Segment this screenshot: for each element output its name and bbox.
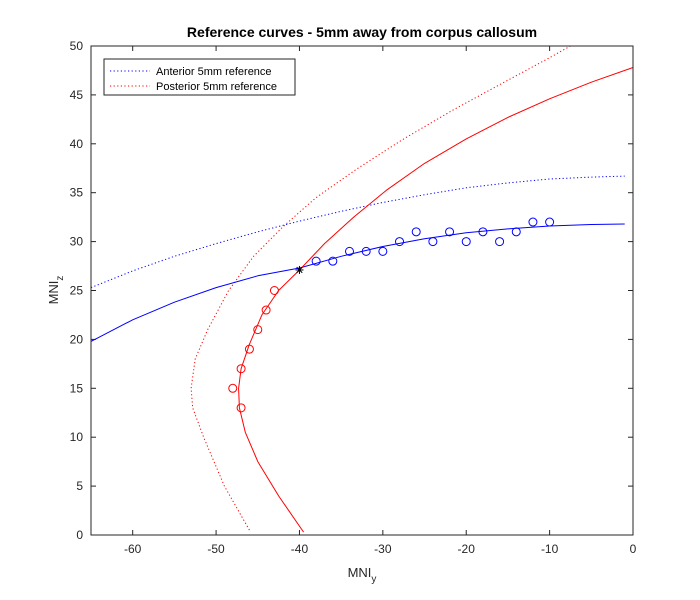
x-tick-label: -50 <box>207 542 225 556</box>
data-point <box>269 286 279 295</box>
x-tick-label: -20 <box>458 542 476 556</box>
y-tick-label: 40 <box>70 137 84 151</box>
plot-lines <box>90 45 634 533</box>
data-point <box>461 237 471 247</box>
series-1-line <box>190 45 571 531</box>
y-tick-label: 0 <box>76 528 83 542</box>
y-tick-label: 25 <box>70 284 84 298</box>
x-tick-label: -30 <box>374 542 392 556</box>
y-axis-label: MNIz <box>46 276 66 305</box>
x-axis-ticks: -60 -50 -40 -30 -20 -10 0 <box>124 46 637 556</box>
x-tick-label: 0 <box>630 542 637 556</box>
data-point <box>236 403 246 413</box>
y-tick-label: 50 <box>70 39 84 53</box>
y-tick-label: 10 <box>70 430 84 444</box>
data-point <box>328 256 338 266</box>
data-point <box>253 325 263 335</box>
data-point <box>411 227 421 237</box>
y-tick-label: 15 <box>70 381 84 395</box>
data-point <box>428 237 438 247</box>
y-tick-label: 35 <box>70 186 84 200</box>
y-axis-ticks: 0 5 10 15 20 25 30 35 40 45 50 <box>70 39 633 542</box>
data-point <box>261 305 271 315</box>
y-tick-label: 30 <box>70 235 84 249</box>
data-point <box>378 246 388 256</box>
data-point <box>495 237 505 247</box>
legend-anterior-label: Anterior 5mm reference <box>156 66 272 78</box>
data-point <box>228 383 238 393</box>
legend-box <box>103 58 296 96</box>
data-point <box>244 344 254 354</box>
x-tick-label: -40 <box>291 542 309 556</box>
data-point <box>545 217 555 227</box>
x-tick-label: -60 <box>124 542 142 556</box>
data-point <box>511 227 521 237</box>
series-0-line <box>90 175 625 289</box>
data-point <box>528 217 538 227</box>
legend-posterior-label: Posterior 5mm reference <box>156 81 277 93</box>
data-point <box>361 246 371 256</box>
data-point <box>344 246 354 256</box>
series-2-line <box>90 223 625 342</box>
axes-box <box>90 45 634 536</box>
data-point <box>236 364 246 374</box>
data-point <box>445 227 455 237</box>
chart-title: Reference curves - 5mm away from corpus … <box>187 24 537 40</box>
data-point <box>395 237 405 247</box>
y-tick-label: 45 <box>70 88 84 102</box>
data-point <box>311 256 321 266</box>
series-3-line <box>238 67 634 533</box>
data-point <box>478 227 488 237</box>
legend: Anterior 5mm reference Posterior 5mm ref… <box>103 58 296 96</box>
intersection-star-marker <box>295 265 304 274</box>
plot-markers <box>228 217 555 413</box>
y-tick-label: 20 <box>70 332 84 346</box>
x-tick-label: -10 <box>541 542 559 556</box>
x-axis-label: MNIy <box>348 565 377 585</box>
y-tick-label: 5 <box>76 479 83 493</box>
